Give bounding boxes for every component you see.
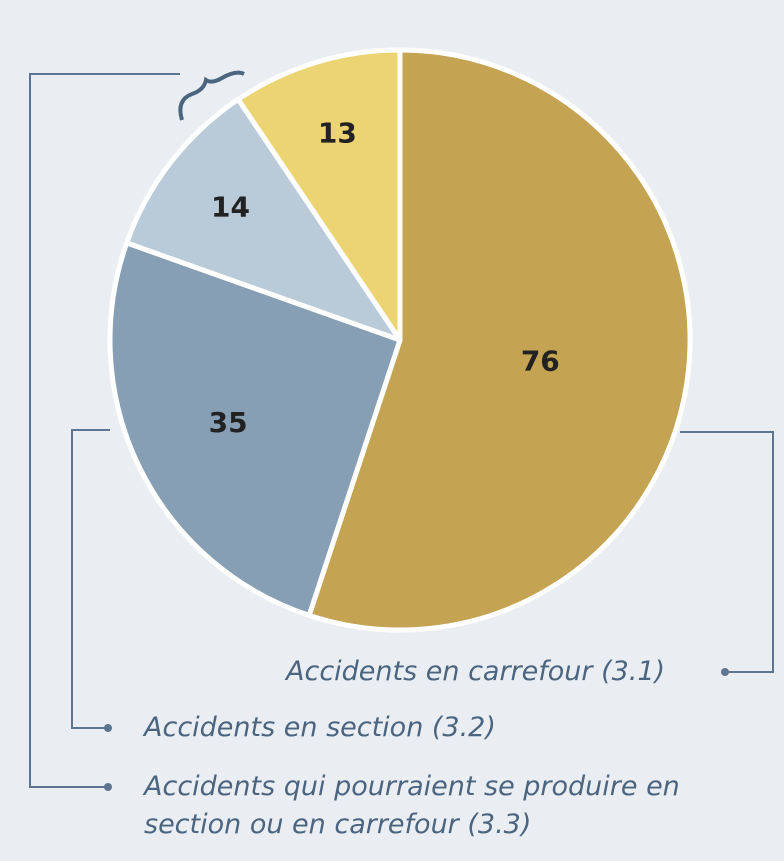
connector [29,73,180,788]
pie-slice [306,47,693,633]
connector-dot [104,724,112,732]
data-label: 14 [211,190,250,223]
data-label: 13 [318,117,357,150]
connector-dot [104,783,112,791]
data-label: 35 [209,406,248,439]
data-label: 76 [521,345,560,378]
legend-label: Accidents en section (3.2) [144,712,496,743]
brace [178,70,245,121]
pie-slice [107,240,403,618]
connector [680,431,774,673]
pie-slice [124,96,403,343]
pie: 76 35 14 13 [107,47,693,633]
connectors [29,70,774,791]
pie-slice [235,47,403,343]
connector [71,429,110,729]
connector-dot [721,668,729,676]
legend-label: Accidents qui pourraient se produire en … [144,771,680,840]
legend-label: Accidents en carrefour (3.1) [286,656,666,687]
